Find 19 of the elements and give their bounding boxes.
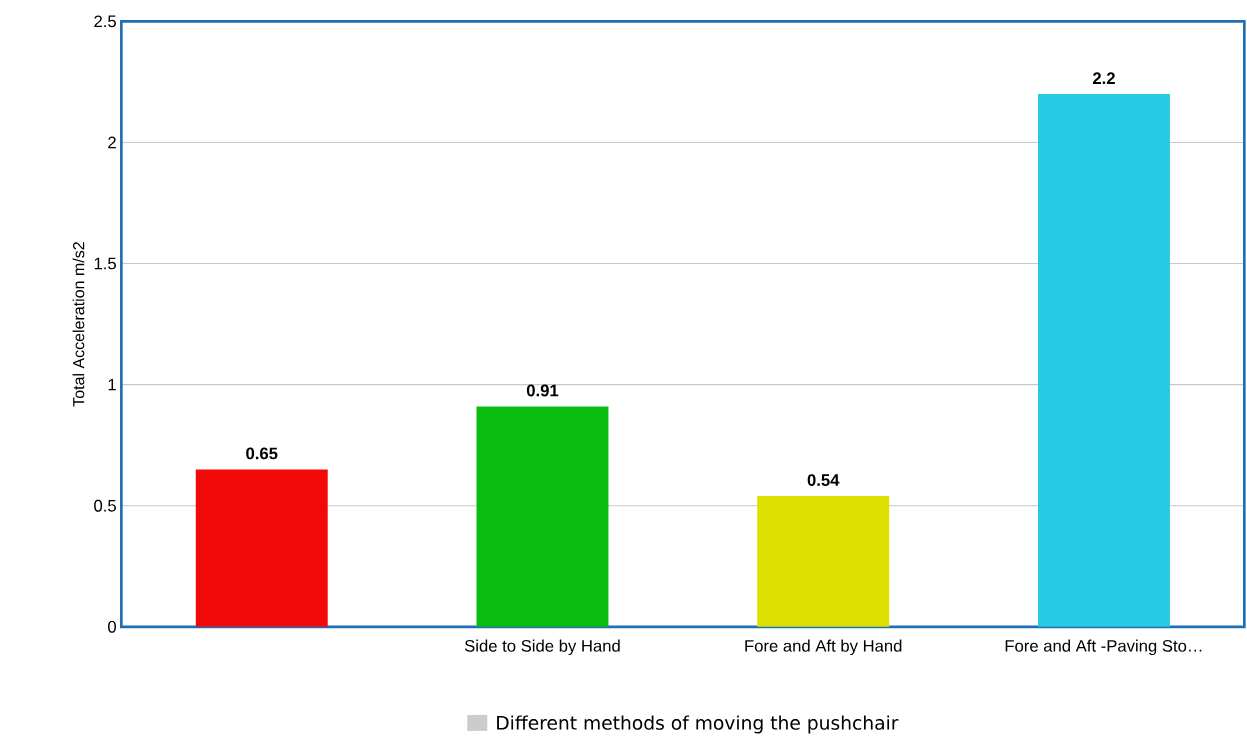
bar [757,496,890,627]
y-tick-label: 2.5 [94,15,116,28]
bar [195,469,328,627]
y-tick-label: 1 [108,378,116,391]
y-axis-title: Total Acceleration m/s2 [72,242,85,407]
data-label: 0.54 [807,474,840,487]
x-tick-label: Fore and Aft -Paving Sto… [1005,639,1202,656]
data-label: 0.91 [526,384,559,397]
text: Different methods of moving the pushchair [497,715,899,734]
x-tick-label: Side to Side by Hand [464,639,620,656]
y-tick-label: 2 [108,136,116,149]
bar [1037,94,1170,627]
y-tick-label: 0.5 [94,499,116,512]
bar [476,406,609,627]
data-label: 2.2 [1092,72,1115,85]
y-tick-label: 0 [108,621,116,633]
x-tick-label: Fore and Aft by Hand [745,639,902,656]
y-tick-label: 1.5 [94,257,116,270]
data-label: 0.65 [246,447,278,460]
